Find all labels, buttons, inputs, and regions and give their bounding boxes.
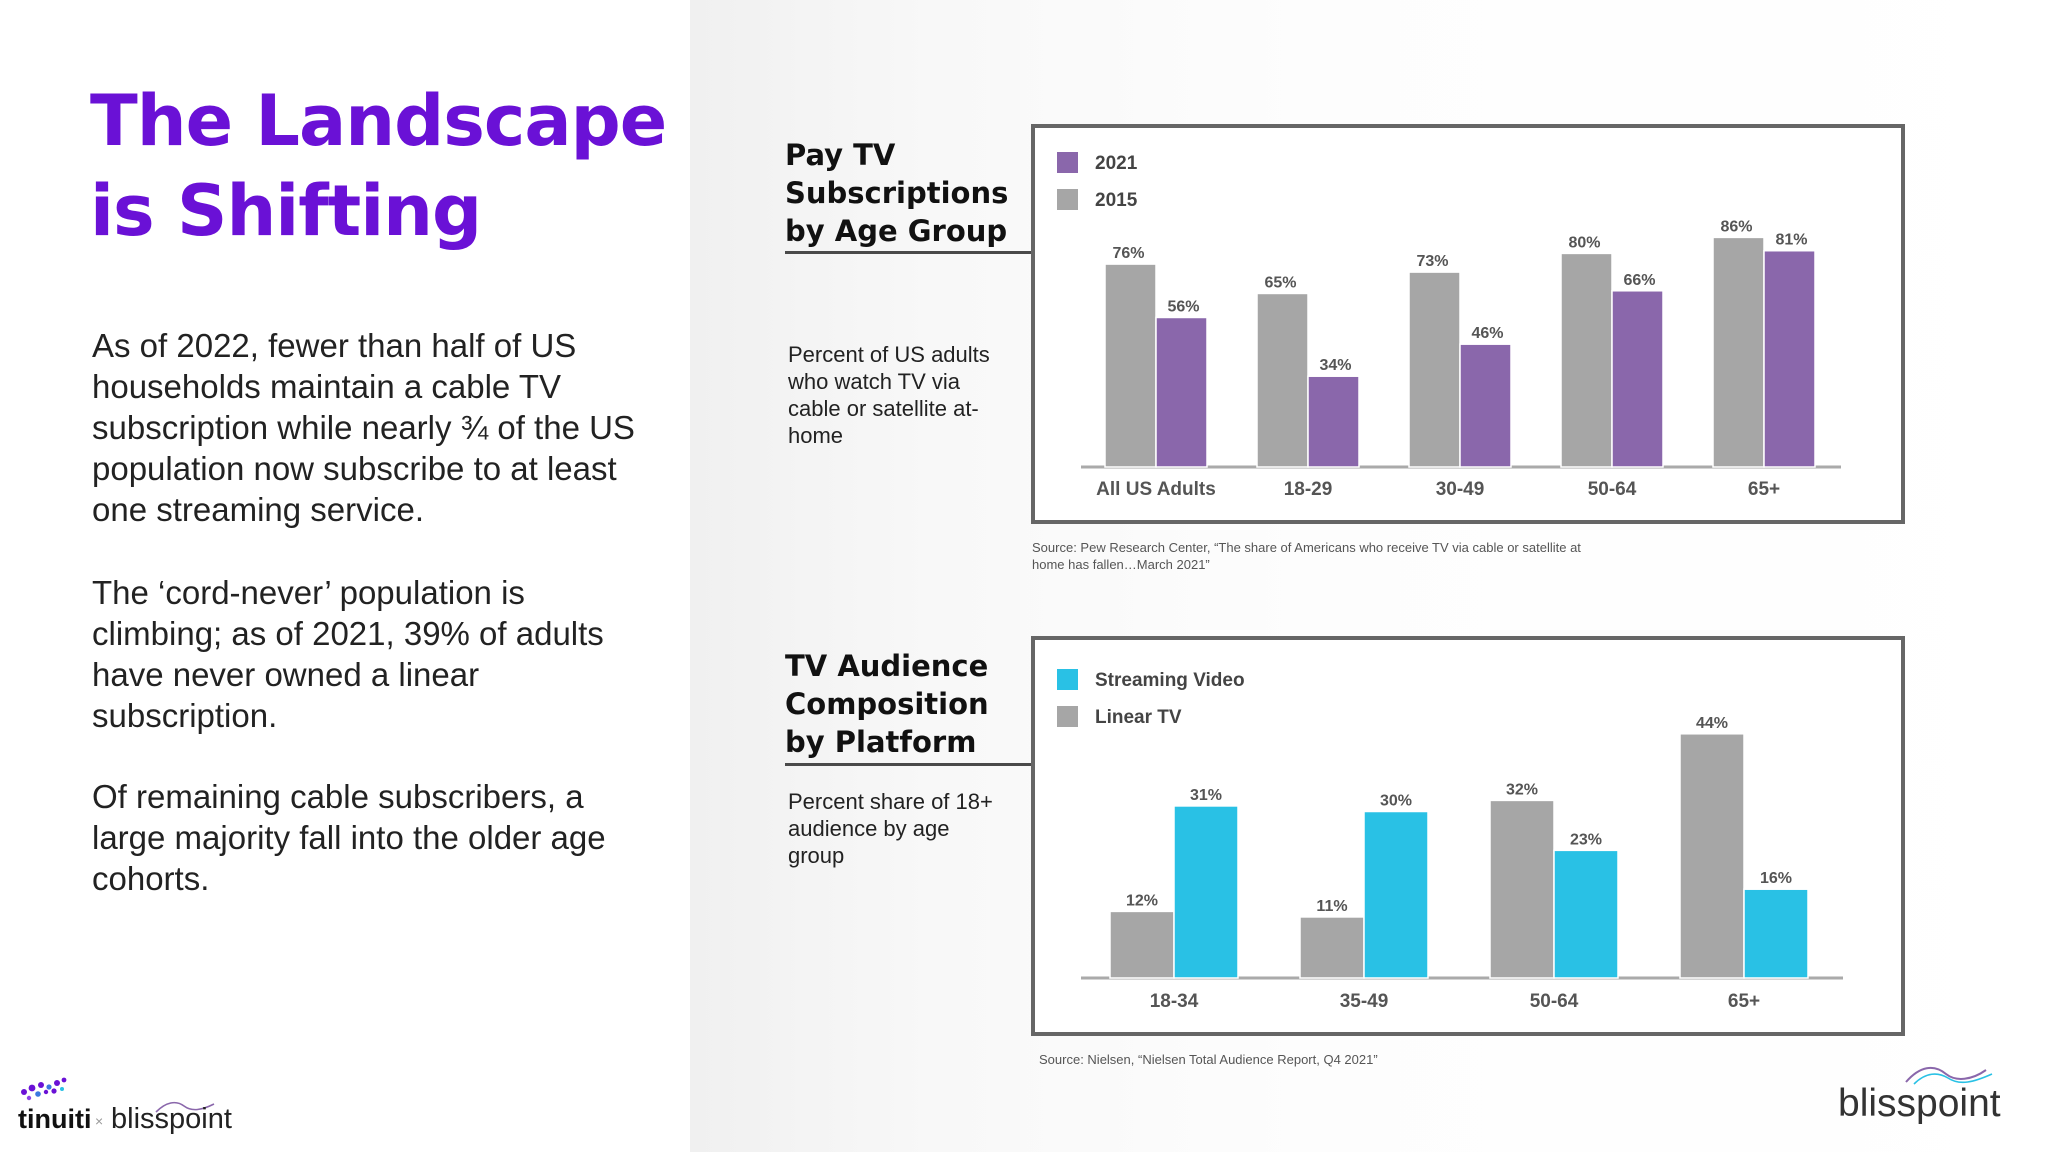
data-label-2021-30-49: 46%: [1471, 325, 1503, 342]
bar-2015-30-49: [1408, 271, 1461, 468]
bar-linear-tv-50-64: [1489, 799, 1555, 979]
data-label-linear-tv-65: 44%: [1696, 715, 1728, 732]
left-panel: [0, 0, 690, 1152]
paragraph-cord-never: The ‘cord-never’ population is climbing;…: [92, 574, 604, 734]
bar-2021-30-49: [1459, 343, 1512, 468]
bar-2015-18-29: [1256, 292, 1309, 468]
blisspoint-wordmark: blisspoint: [1838, 1082, 2001, 1125]
legend-label-linear-tv: Linear TV: [1095, 707, 1182, 728]
pay-tv-chart: 2021 2015 76% 56% All US Adults 65% 34% 18-29 73…: [1057, 152, 1841, 500]
bar-linear-tv-18-34: [1109, 910, 1175, 979]
x-tick-label-35-49: 35-49: [1340, 991, 1389, 1012]
pay-tv-chart-frame: 2021 2015 76% 56% All US Adults 65% 34% 18-29 73…: [1031, 124, 1905, 524]
tinuiti-blisspoint-logo: tinuiti × blisspoint: [18, 1077, 232, 1135]
legend-swatch-linear-tv: [1057, 706, 1078, 727]
bar-streaming-video-35-49: [1363, 810, 1429, 979]
paragraph-older-cohorts: Of remaining cable subscribers, a large …: [92, 778, 606, 897]
slide-title-line-2: is Shifting: [90, 170, 482, 252]
data-label-2021-all-us-adults: 56%: [1167, 298, 1199, 315]
audience-chart: Streaming Video Linear TV 12% 31% 18-34 11% 30…: [1057, 669, 1843, 1012]
data-label-2015-30-49: 73%: [1416, 253, 1448, 270]
slide-title-line-1: The Landscape: [90, 80, 667, 162]
data-label-linear-tv-18-34: 12%: [1126, 892, 1158, 909]
data-label-2021-18-29: 34%: [1319, 357, 1351, 374]
legend-label-2021: 2021: [1095, 153, 1138, 174]
blisspoint-wordmark-small: blisspoint: [111, 1103, 232, 1135]
bar-linear-tv-35-49: [1299, 916, 1365, 979]
data-label-2015-50-64: 80%: [1568, 234, 1600, 251]
x-tick-label-65: 65+: [1748, 479, 1780, 500]
data-label-streaming-video-65: 16%: [1760, 870, 1792, 887]
blisspoint-wave-icon: [1905, 1066, 1987, 1083]
data-label-2021-50-64: 66%: [1623, 272, 1655, 289]
bar-linear-tv-65: [1679, 733, 1745, 979]
tinuiti-dots-icon: [21, 1077, 67, 1101]
data-label-linear-tv-35-49: 11%: [1316, 898, 1347, 915]
blisspoint-wave-icon-secondary: [1913, 1073, 1993, 1085]
legend-swatch-streaming-video: [1057, 669, 1078, 690]
bar-2021-65: [1763, 249, 1816, 468]
x-tick-label-50-64: 50-64: [1588, 479, 1637, 500]
data-label-linear-tv-50-64: 32%: [1506, 781, 1538, 798]
bar-streaming-video-18-34: [1173, 805, 1239, 979]
x-tick-label-50-64: 50-64: [1530, 991, 1579, 1012]
x-tick-label-18-34: 18-34: [1150, 991, 1199, 1012]
data-label-streaming-video-18-34: 31%: [1190, 787, 1222, 804]
data-label-streaming-video-50-64: 23%: [1570, 831, 1602, 848]
legend-label-streaming-video: Streaming Video: [1095, 670, 1245, 691]
slide-title: The Landscape is Shifting: [90, 76, 667, 256]
bar-2015-50-64: [1560, 252, 1613, 468]
audience-section-rule: [785, 763, 1031, 766]
data-label-2015-65: 86%: [1720, 218, 1752, 235]
data-label-streaming-video-35-49: 30%: [1380, 793, 1412, 810]
bar-2021-all-us-adults: [1155, 316, 1208, 468]
x-tick-label-all-us-adults: All US Adults: [1096, 479, 1216, 500]
audience-chart-source: Source: Nielsen, “Nielsen Total Audience…: [1039, 1052, 1378, 1067]
pay-tv-section-rule: [785, 251, 1031, 254]
legend-swatch-2021: [1057, 152, 1078, 173]
audience-section-title: TV Audience Composition by Platform: [785, 649, 989, 759]
bar-2021-18-29: [1307, 375, 1360, 468]
legend-swatch-2015: [1057, 189, 1078, 210]
audience-chart-frame: Streaming Video Linear TV 12% 31% 18-34 11% 30…: [1031, 636, 1905, 1036]
audience-section-subtitle: Percent share of 18+ audience by age gro…: [788, 789, 993, 868]
x-tick-label-18-29: 18-29: [1284, 479, 1333, 500]
data-label-2015-all-us-adults: 76%: [1112, 245, 1144, 262]
x-tick-label-65: 65+: [1728, 991, 1760, 1012]
blisspoint-wave-icon: [155, 1101, 215, 1113]
pay-tv-chart-source: Source: Pew Research Center, “The share …: [1032, 540, 1581, 572]
bar-2015-65: [1712, 236, 1765, 468]
data-label-2021-65: 81%: [1775, 232, 1807, 249]
bar-streaming-video-65: [1743, 888, 1809, 979]
pay-tv-section-subtitle: Percent of US adults who watch TV via ca…: [788, 342, 990, 448]
data-label-2015-18-29: 65%: [1264, 274, 1296, 291]
bar-2021-50-64: [1611, 290, 1664, 468]
blisspoint-logo: blisspoint: [1838, 1066, 2001, 1125]
bar-2015-all-us-adults: [1104, 263, 1157, 468]
logo-separator: ×: [95, 1113, 103, 1129]
paragraph-streaming-stats: As of 2022, fewer than half of US househ…: [92, 327, 635, 528]
pay-tv-section-title: Pay TV Subscriptions by Age Group: [785, 138, 1009, 248]
legend-label-2015: 2015: [1095, 190, 1138, 211]
tinuiti-wordmark: tinuiti: [18, 1104, 91, 1134]
x-tick-label-30-49: 30-49: [1436, 479, 1485, 500]
bar-streaming-video-50-64: [1553, 849, 1619, 979]
